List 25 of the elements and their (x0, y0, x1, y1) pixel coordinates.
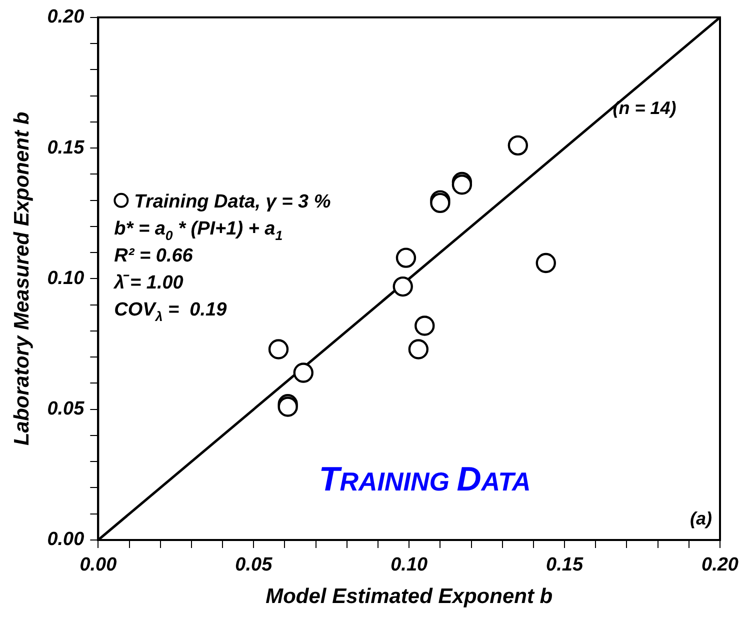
annotation: R² = 0.66 (114, 245, 194, 266)
x-tick-label: 0.05 (235, 554, 273, 576)
x-axis-title: Model Estimated Exponent b (266, 585, 553, 608)
point (392, 276, 413, 297)
y-tick-label: 0.05 (47, 398, 85, 420)
y-axis-title: Laboratory Measured Exponent b (10, 112, 34, 446)
x-tick-label: 0.00 (80, 554, 118, 576)
x-tick-label: 0.15 (546, 554, 584, 576)
x-tick-label: 0.10 (390, 554, 428, 576)
point (268, 339, 289, 360)
y-tick-label: 0.20 (47, 6, 85, 28)
point (408, 339, 429, 360)
point (536, 252, 556, 274)
point (293, 362, 314, 383)
y-tick-label: 0.00 (47, 529, 85, 550)
point (414, 316, 435, 336)
point (396, 248, 416, 268)
annotation: TRAINING DATA (318, 460, 531, 498)
y-tick-label: 0.15 (47, 137, 85, 158)
y-tick-label: 0.10 (47, 268, 85, 289)
point (508, 135, 528, 156)
x-tick-label: 0.20 (702, 554, 739, 576)
annotation: (a) (690, 508, 712, 528)
legend-label: Training Data, γ = 3 % (134, 191, 331, 212)
annotation: λ̄ = 1.00 (113, 272, 184, 294)
